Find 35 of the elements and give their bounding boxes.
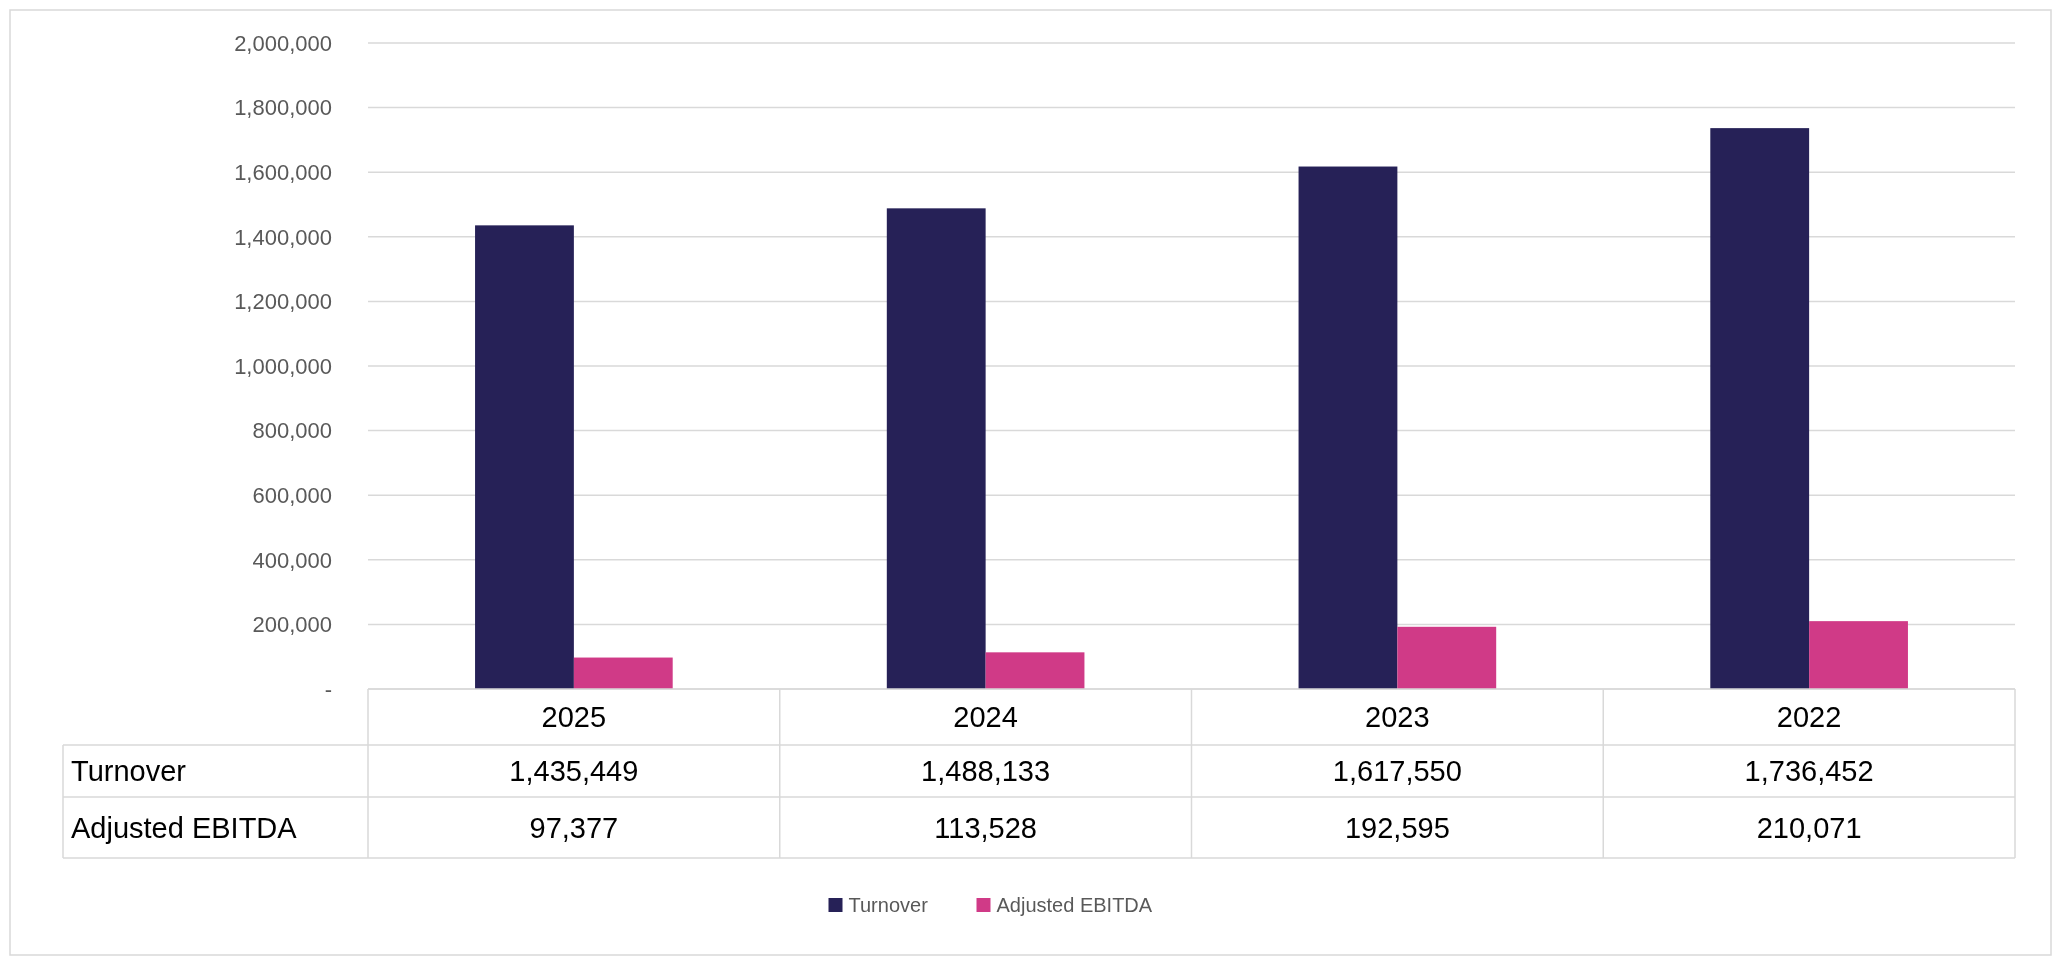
x-tick-label: 2023 — [1365, 701, 1430, 734]
x-tick-label: 2024 — [953, 701, 1018, 734]
y-tick-label: 2,000,000 — [234, 30, 332, 56]
y-tick-label: 1,200,000 — [234, 289, 332, 315]
data-label: 113,528 — [934, 811, 1037, 844]
bar — [985, 652, 1085, 689]
x-tick-label: 2022 — [1776, 701, 1842, 734]
legend-label: Adjusted EBITDA — [996, 894, 1153, 916]
y-tick-label: 1,000,000 — [234, 353, 332, 379]
data-label: 1,435,449 — [509, 755, 639, 788]
text: Adjusted EBITDA — [71, 811, 297, 844]
data-label: 97,377 — [529, 811, 619, 844]
data-label: 192,595 — [1344, 811, 1450, 844]
y-tick-label: 1,800,000 — [234, 95, 332, 121]
y-tick-label: 200,000 — [252, 612, 332, 638]
data-label: 210,071 — [1756, 811, 1862, 844]
y-tick-label: 400,000 — [252, 547, 332, 573]
bar — [886, 208, 986, 689]
bar — [1809, 621, 1908, 689]
text: Turnover — [71, 755, 186, 788]
bar — [1710, 128, 1810, 689]
y-tick-label: 1,400,000 — [234, 224, 332, 250]
y-tick-label: 1,600,000 — [234, 159, 332, 185]
data-label: 1,617,550 — [1332, 755, 1462, 788]
legend-label: Turnover — [848, 894, 929, 916]
data-label: 1,488,133 — [921, 755, 1051, 788]
y-tick-label: 800,000 — [252, 418, 332, 444]
bar — [1298, 166, 1398, 689]
y-tick-label: 600,000 — [252, 482, 332, 508]
y-tick-label: - — [324, 676, 332, 702]
data-label: 1,736,452 — [1744, 755, 1874, 788]
bar — [573, 657, 673, 689]
bar — [475, 225, 574, 689]
x-tick-label: 2025 — [541, 701, 607, 734]
bar — [1397, 626, 1497, 689]
